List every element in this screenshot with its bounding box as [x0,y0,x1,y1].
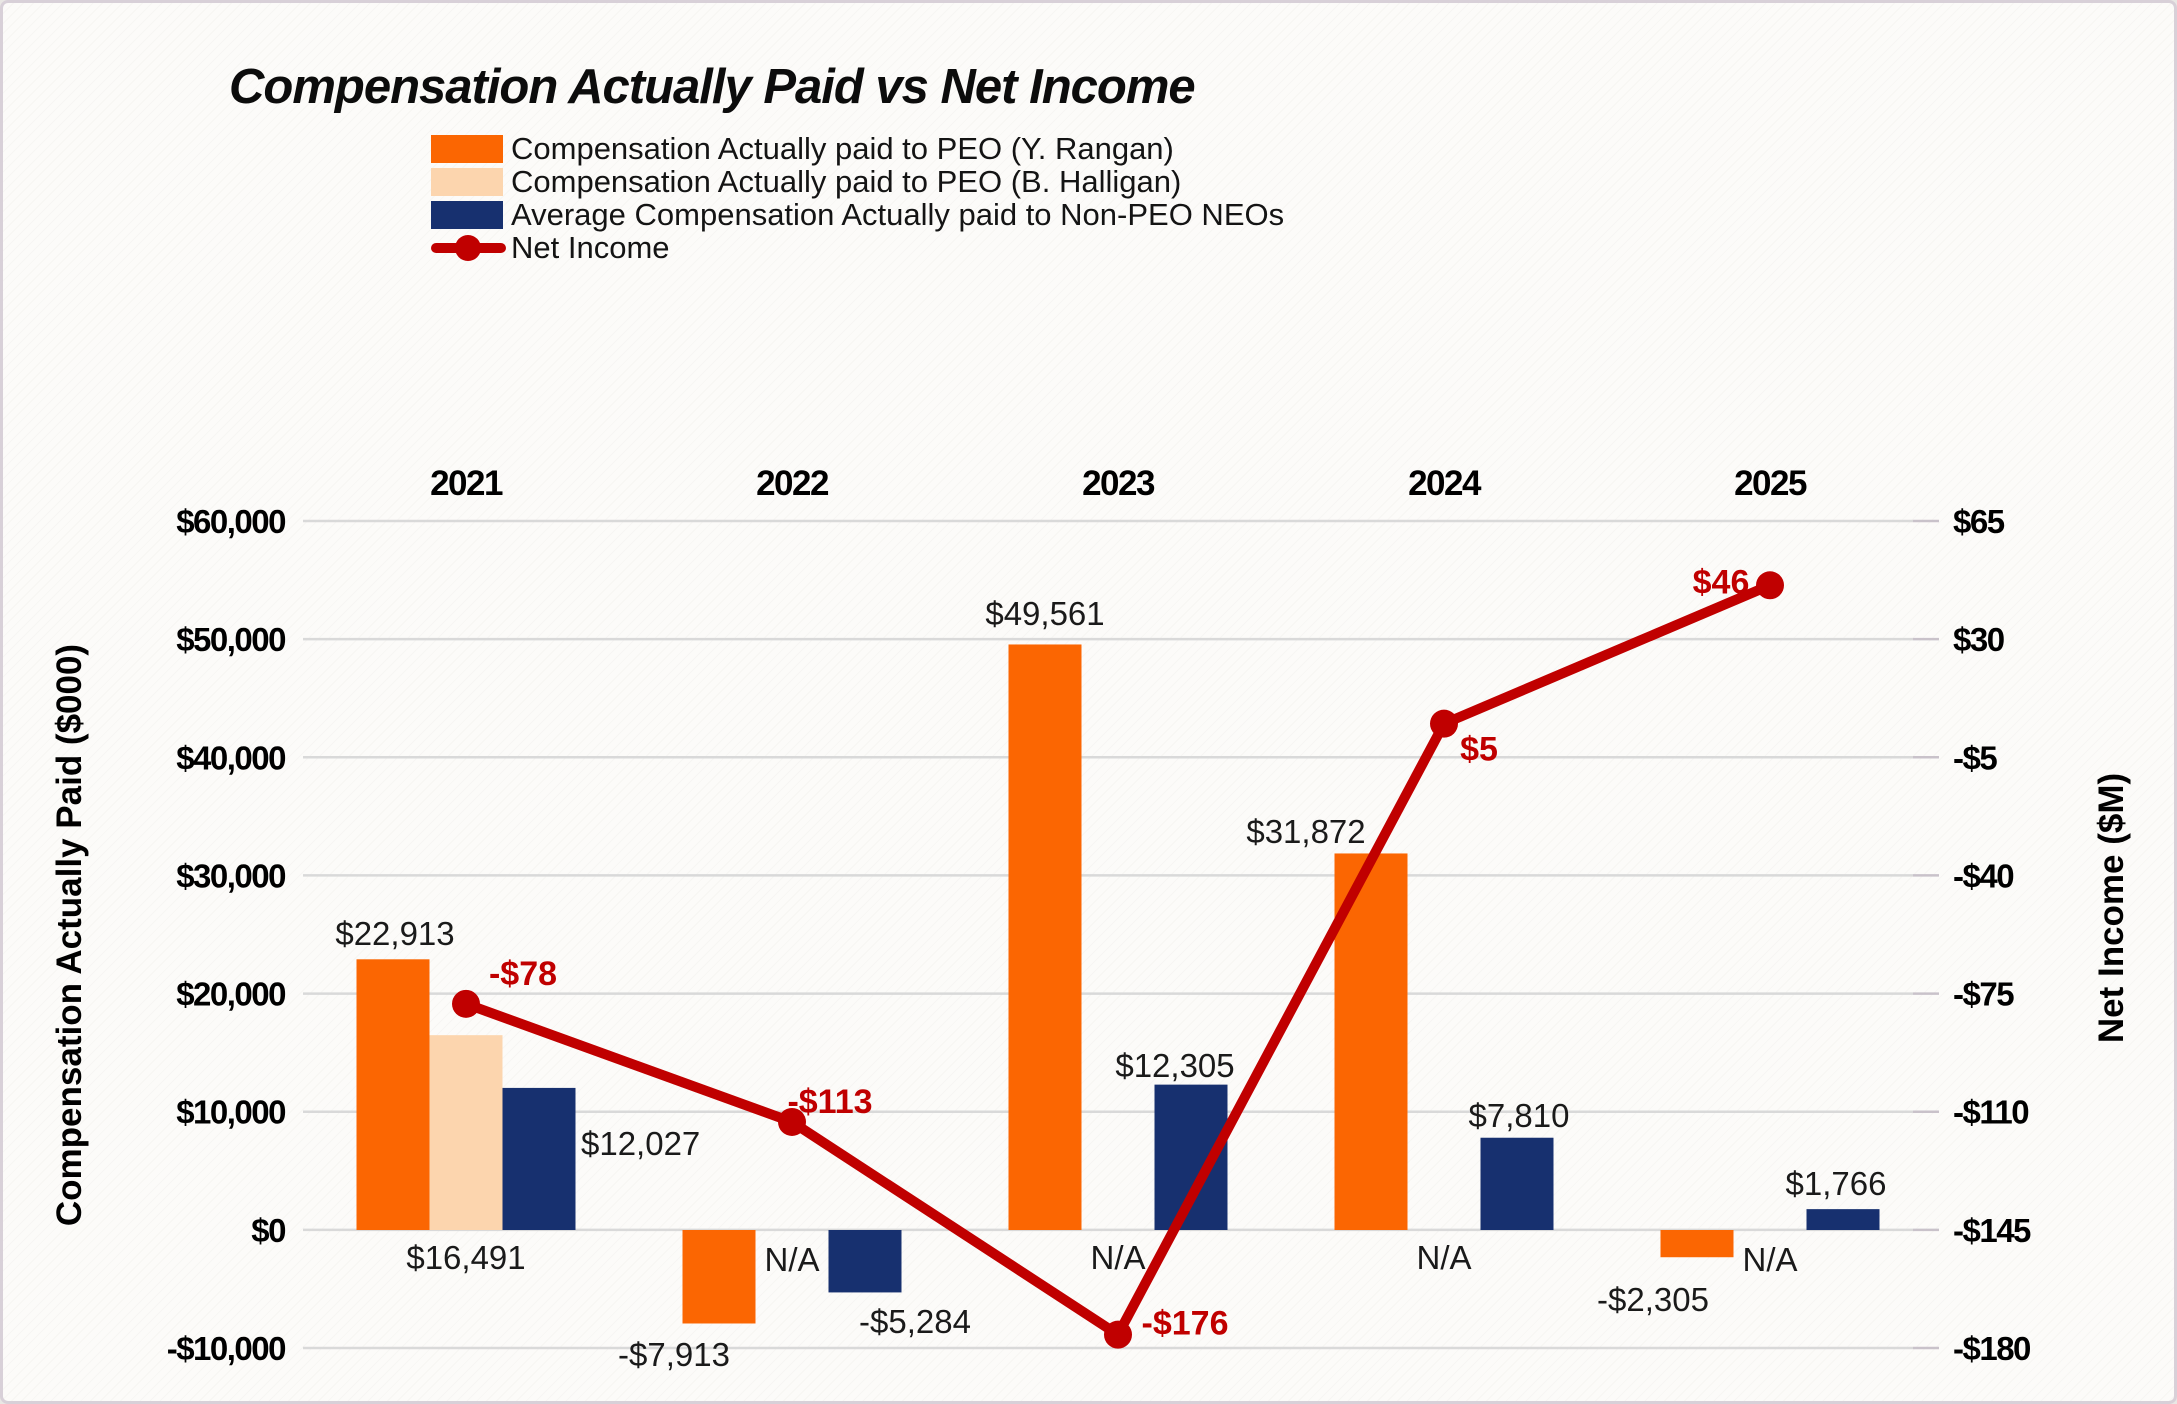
chart-title: Compensation Actually Paid vs Net Income [229,60,1196,114]
x-axis-category-label: 2023 [1082,464,1155,503]
left-axis-tick-label: $40,000 [176,739,285,776]
right-axis-tick-label: -$75 [1953,976,2014,1013]
net-income-marker-2023 [1104,1320,1132,1349]
legend-item: Net Income [431,231,1284,264]
bar-data-label: N/A [1416,1239,1471,1276]
net-income-data-label: $5 [1460,731,1498,769]
bar-2021-series1 [429,1035,503,1230]
x-axis-category-label: 2022 [756,464,829,503]
right-axis-tick-label: $65 [1953,503,2005,540]
bar-data-label: $16,491 [406,1239,525,1276]
legend-item: Compensation Actually paid to PEO (Y. Ra… [431,132,1284,165]
bar-data-label: $22,913 [335,915,454,952]
right-axis-tick-label: -$145 [1953,1212,2031,1249]
right-axis-tick-label: -$5 [1953,739,1997,776]
right-axis-tick-label: $30 [1953,621,2004,658]
bar-data-label: N/A [1090,1239,1145,1276]
bar-2022-series0 [682,1230,756,1324]
bar-data-label: $1,766 [1786,1165,1887,1202]
legend-item: Average Compensation Actually paid to No… [431,198,1284,231]
bar-data-label: -$7,913 [618,1336,730,1373]
bar-2025-series2 [1806,1209,1880,1230]
right-axis-tick-label: -$180 [1953,1330,2030,1367]
bar-data-label: $12,027 [581,1125,700,1162]
right-axis-title: Net Income ($M) [2092,773,2131,1043]
bar-2022-series2 [828,1230,902,1293]
legend-swatch-icon [431,200,503,229]
net-income-marker-2022 [778,1107,806,1136]
legend-item: Compensation Actually paid to PEO (B. Ha… [431,165,1284,198]
legend-label: Compensation Actually paid to PEO (Y. Ra… [511,131,1174,166]
legend: Compensation Actually paid to PEO (Y. Ra… [431,132,1284,264]
left-axis-tick-label: $10,000 [176,1094,285,1131]
legend-swatch-icon [431,134,503,163]
bar-data-label: $31,872 [1246,813,1365,850]
bar-2024-series2 [1480,1137,1554,1230]
bar-data-label: $49,561 [985,595,1104,632]
left-axis-title: Compensation Actually Paid ($000) [50,644,89,1226]
left-axis-tick-label: $0 [251,1212,285,1249]
net-income-data-label: -$113 [787,1083,872,1121]
bar-data-label: N/A [764,1241,819,1278]
net-income-data-label: $46 [1693,563,1750,601]
legend-label: Average Compensation Actually paid to No… [511,197,1285,232]
bar-data-label: $7,810 [1469,1097,1570,1134]
left-axis-tick-label: $20,000 [176,976,285,1013]
bar-data-label: $12,305 [1115,1047,1234,1084]
bar-2023-series0 [1008,644,1082,1230]
x-axis-category-label: 2025 [1734,464,1807,503]
legend-label: Net Income [511,230,670,265]
bar-data-label: -$2,305 [1597,1281,1709,1318]
net-income-marker-2025 [1756,571,1784,600]
left-axis-tick-label: $60,000 [176,503,285,540]
net-income-line [461,580,1775,1340]
right-axis-tick-label: -$40 [1953,857,2013,894]
bar-2021-series2 [502,1087,576,1230]
right-axis-tick-label: -$110 [1953,1094,2028,1131]
net-income-data-label: -$176 [1142,1305,1229,1343]
left-axis-tick-label: -$10,000 [167,1330,285,1367]
net-income-data-label: -$78 [489,955,557,993]
bar-data-label: N/A [1742,1241,1797,1278]
line-marker-icon [431,234,506,262]
plot-area: $60,000 $65 $50,000 $30 $40,000 -$5 $30,000 -$4… [50,464,2131,1373]
bar-data-label: -$5,284 [859,1303,971,1340]
bar-2021-series0 [356,959,430,1230]
bar-2025-series0 [1660,1230,1734,1258]
left-axis-tick-label: $50,000 [176,621,285,658]
net-income-marker-2024 [1430,709,1458,738]
legend-swatch-icon [431,167,503,196]
x-axis-category-label: 2021 [430,464,503,503]
legend-label: Compensation Actually paid to PEO (B. Ha… [511,164,1182,199]
left-axis-tick-label: $30,000 [176,857,285,894]
x-axis-category-label: 2024 [1408,464,1482,503]
net-income-marker-2021 [452,989,480,1018]
